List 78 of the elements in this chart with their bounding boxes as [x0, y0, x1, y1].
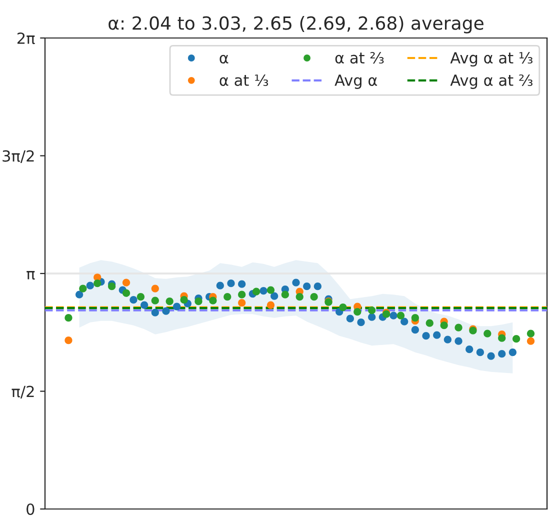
point [180, 296, 188, 304]
point [136, 293, 145, 301]
point [238, 299, 246, 307]
point [76, 290, 84, 298]
point [266, 286, 275, 294]
point [108, 282, 116, 290]
point [209, 296, 217, 304]
point [433, 331, 441, 339]
point [390, 312, 398, 320]
point [227, 280, 235, 288]
point [526, 330, 535, 338]
point [396, 312, 405, 320]
point [151, 296, 159, 304]
legend-label: Avg α at ⅔ [450, 74, 532, 89]
point [357, 318, 365, 326]
point [411, 314, 419, 322]
point [368, 313, 376, 321]
point [466, 346, 474, 354]
point [498, 350, 506, 358]
point [238, 290, 246, 298]
legend-label: α at ⅔ [335, 52, 384, 64]
legend-label: α at ⅓ [220, 74, 268, 86]
point [260, 287, 268, 295]
y-tick-label: 2π [17, 32, 35, 44]
point [476, 348, 484, 356]
point [422, 332, 430, 340]
point [444, 336, 452, 344]
point [426, 319, 434, 327]
point [454, 324, 462, 332]
point [270, 292, 278, 300]
point [411, 326, 419, 334]
chart-title: α: 2.04 to 3.03, 2.65 (2.69, 2.68) average [108, 16, 484, 34]
point [173, 302, 181, 310]
point [354, 308, 362, 316]
y-tick-label: π/2 [12, 386, 34, 398]
point [498, 334, 506, 342]
point [512, 335, 520, 343]
point [484, 330, 492, 338]
point [194, 298, 202, 306]
point [94, 280, 102, 288]
point [310, 293, 318, 301]
legend-label: Avg α [334, 74, 378, 89]
point [368, 306, 376, 314]
point [162, 307, 170, 315]
y-tick-label: 3π/2 [2, 150, 34, 163]
point [346, 314, 354, 322]
point [122, 278, 130, 286]
point [216, 282, 224, 290]
point [454, 337, 462, 345]
point [487, 352, 495, 360]
point [526, 337, 535, 345]
legend-label: Avg α at ⅓ [450, 52, 532, 67]
legend-label: α [220, 54, 228, 64]
y-tick-label: 0 [26, 503, 34, 516]
point [130, 296, 138, 304]
point [266, 301, 275, 309]
point [64, 336, 72, 344]
y-tick-label: π [26, 270, 35, 280]
point [151, 308, 159, 316]
point [400, 318, 408, 326]
point [252, 288, 260, 296]
point [303, 282, 311, 290]
point [508, 348, 516, 356]
point [140, 301, 148, 309]
point [339, 304, 347, 312]
point [122, 289, 130, 297]
point [296, 293, 304, 301]
point [440, 322, 448, 330]
point [238, 280, 246, 288]
point [281, 290, 289, 298]
point [151, 284, 159, 292]
point [314, 282, 322, 290]
point [86, 282, 94, 290]
point [64, 314, 72, 322]
point [166, 298, 174, 306]
point [79, 284, 87, 292]
point [224, 293, 232, 301]
point [292, 278, 300, 286]
